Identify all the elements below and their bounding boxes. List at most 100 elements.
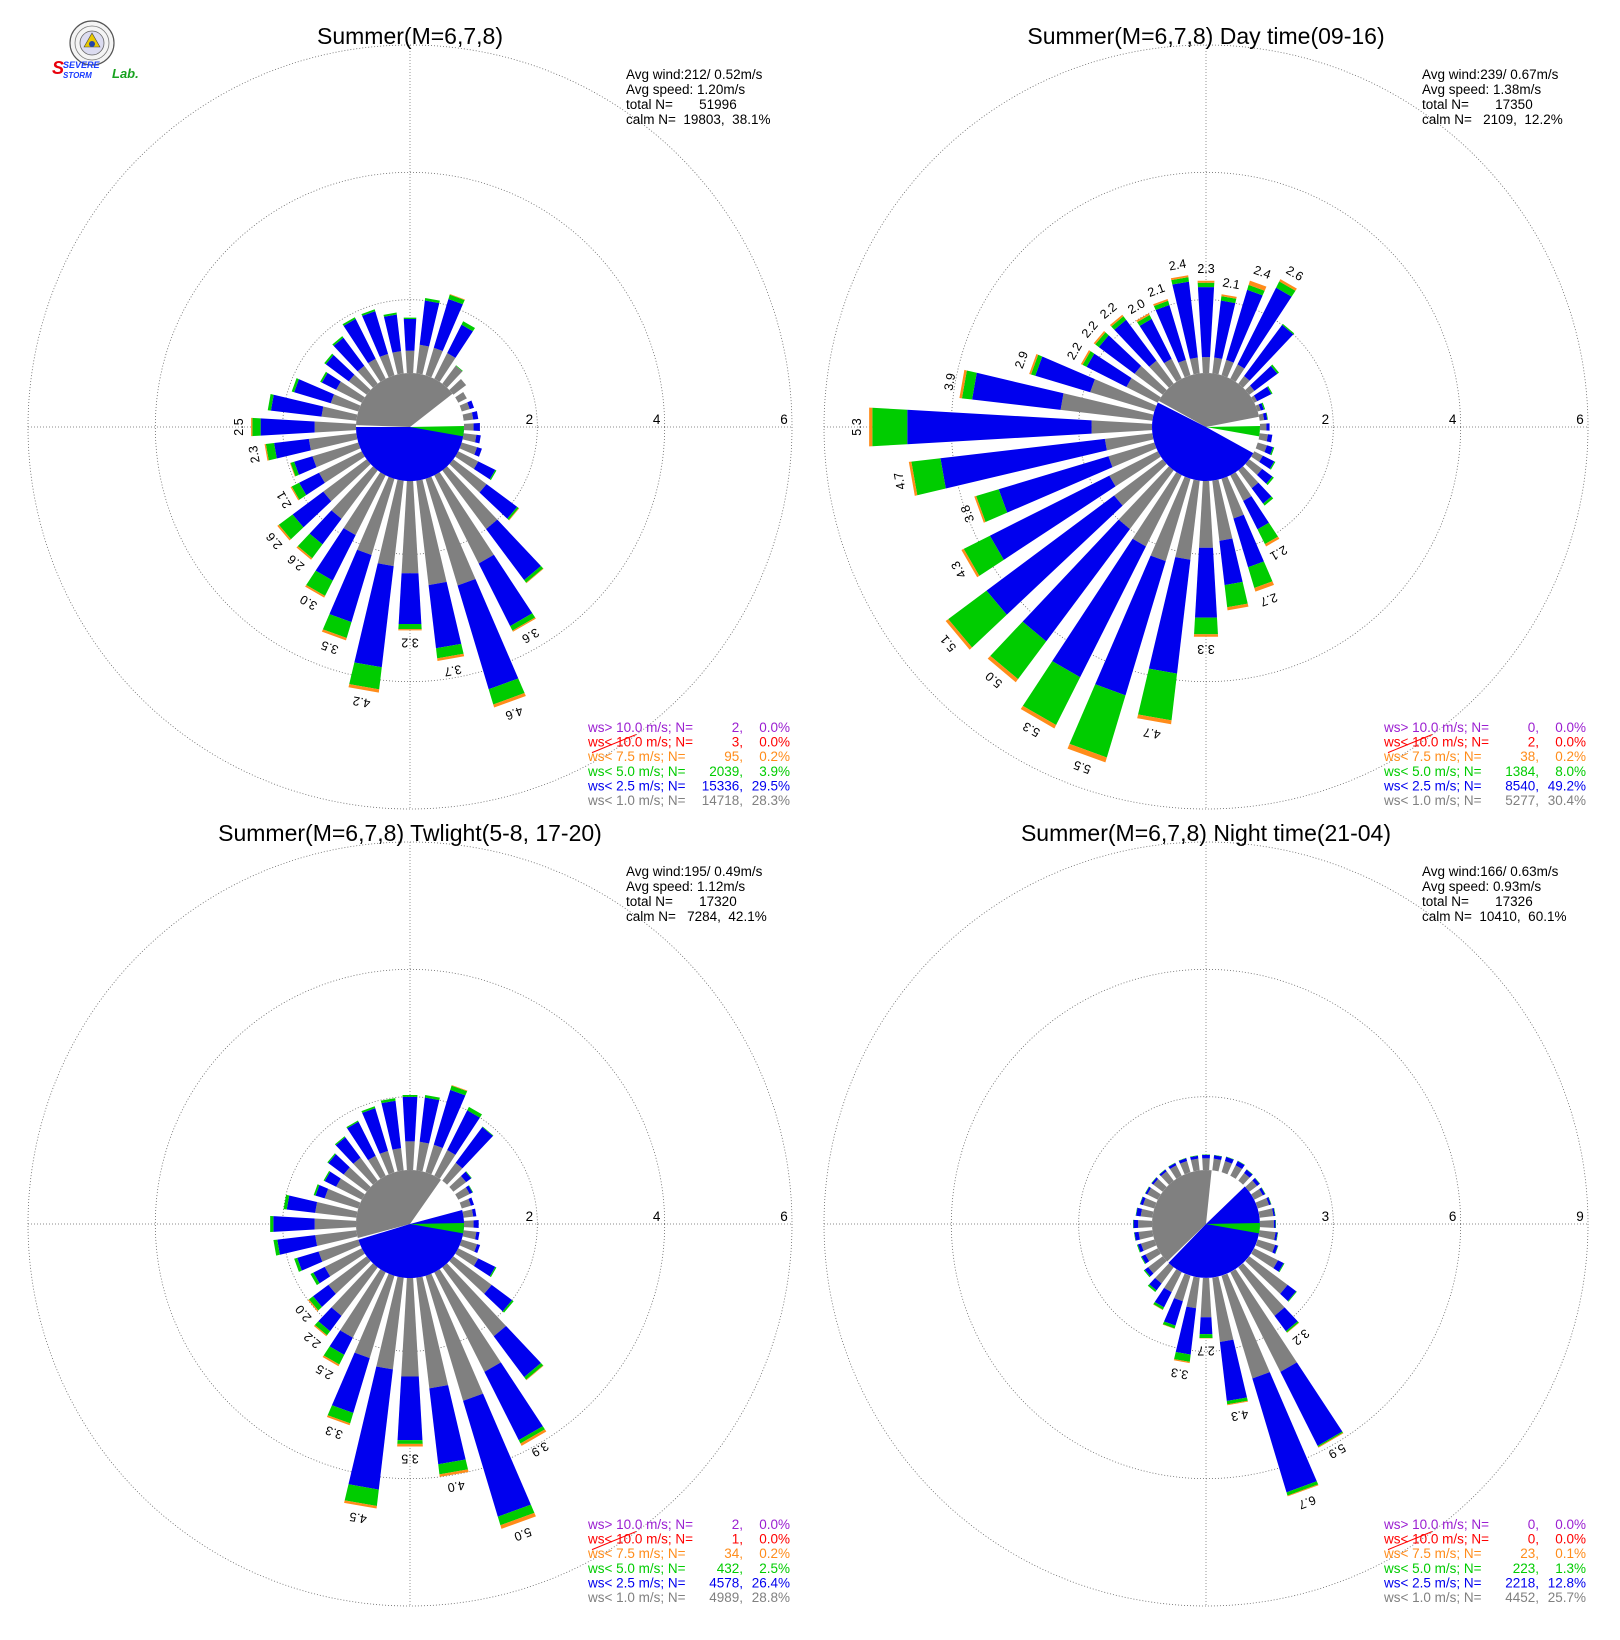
bar-value-label: 2.1 xyxy=(274,489,295,511)
sector-bar-gray xyxy=(1255,1197,1270,1209)
sector-bar-blue xyxy=(1252,1372,1317,1493)
legend-entry: ws< 2.5 m/s; N= xyxy=(1383,778,1482,793)
sector-bar-orange xyxy=(1248,280,1267,291)
sector-bar-gray xyxy=(357,476,395,556)
sector-bar-blue xyxy=(277,1235,318,1255)
sector-bar-gray xyxy=(331,1263,378,1316)
sector-bar-green xyxy=(314,1321,331,1336)
sector-bar-gray xyxy=(368,358,386,382)
sector-bar-gray xyxy=(392,351,404,375)
sector-bar-gray xyxy=(319,451,365,483)
sector-bar-gray xyxy=(1212,1158,1222,1172)
legend-count: 2, xyxy=(732,720,743,735)
avg-wind-text: Avg wind:195/ 0.49m/s xyxy=(626,864,763,879)
sector-bar-green xyxy=(267,394,274,411)
sector-bar-green xyxy=(1139,1196,1143,1205)
sector-bar-gray xyxy=(314,421,357,433)
ring-tick-label: 2 xyxy=(526,1209,534,1224)
sector-bar-gray xyxy=(368,1155,386,1179)
legend-percent: 0.2% xyxy=(759,1546,790,1561)
sector-bar-gray xyxy=(1199,480,1213,548)
logo-s: S xyxy=(52,58,64,78)
sector-bar-gray xyxy=(357,365,378,388)
sector-bar-blue xyxy=(292,491,332,528)
legend-entry: ws< 5.0 m/s; N= xyxy=(587,764,686,779)
sector-bar-orange xyxy=(526,568,544,584)
bar-value-label: 3.5 xyxy=(319,638,340,657)
sector-bar-gray xyxy=(1060,393,1154,421)
sector-bar-blue xyxy=(1151,1177,1159,1185)
sector-bar-gray xyxy=(1230,364,1245,382)
bar-value-label: 4.3 xyxy=(948,559,969,581)
sector-bar-gray xyxy=(449,459,487,493)
sector-bar-gray xyxy=(1258,413,1265,421)
sector-bar-gray xyxy=(1245,385,1255,395)
sector-bar-blue xyxy=(383,314,402,353)
sector-bar-orange xyxy=(322,1355,340,1367)
sector-bar-blue xyxy=(457,579,519,690)
sector-bar-gray xyxy=(324,1188,361,1209)
sector-bar-blue xyxy=(362,1108,389,1154)
sector-bar-green xyxy=(1095,332,1109,348)
sector-bar-blue xyxy=(474,1244,481,1253)
sector-bar-orange xyxy=(526,1365,544,1381)
legend-entry: ws< 10.0 m/s; N= xyxy=(1383,1532,1489,1547)
sector-bar-green xyxy=(1022,661,1081,726)
sector-bar-blue xyxy=(1144,1267,1154,1277)
bar-value-label: 2.1 xyxy=(1221,275,1241,292)
sector-bar-blue xyxy=(1136,1207,1142,1217)
sector-bar-orange xyxy=(449,294,465,301)
calm-sector-gray xyxy=(1158,372,1260,427)
sector-bar-blue xyxy=(1213,1155,1222,1160)
sector-bar-orange xyxy=(974,495,986,523)
legend: ws> 10.0 m/s; N= 0, 0.0% ws< 10.0 m/s; N= 2,… xyxy=(1383,720,1586,808)
sector-bar-gray xyxy=(1238,1263,1285,1316)
sector-bar-orange xyxy=(277,524,291,541)
sector-bar-blue xyxy=(1155,305,1186,363)
sector-bars: 2.32.12.4 2.62.12.73.34.75.55.35.05.14.33… xyxy=(850,257,1306,777)
sector-bar-green xyxy=(1247,284,1265,296)
avg-wind-text: Avg wind:239/ 0.67m/s xyxy=(1422,67,1559,82)
sector-bar-blue xyxy=(1280,1362,1343,1446)
sector-bar-gray xyxy=(1164,1269,1182,1293)
sector-bar-gray xyxy=(455,451,479,469)
sector-bar-gray xyxy=(353,1157,378,1185)
sector-bar-gray xyxy=(312,442,361,468)
sector-bar-blue xyxy=(1233,514,1264,568)
sector-bar-gray xyxy=(1109,451,1161,487)
bar-value-label: 5.3 xyxy=(850,418,864,435)
sector-bar-gray xyxy=(331,466,378,519)
sector-bar-orange xyxy=(1197,280,1215,283)
sector-bar-green xyxy=(465,1171,472,1179)
sector-bar-blue xyxy=(1263,412,1268,421)
sector-bar-green xyxy=(961,370,977,400)
ring-tick-label: 6 xyxy=(1449,1209,1457,1224)
legend-count: 4452, xyxy=(1505,1590,1539,1605)
sector-bar-blue xyxy=(1244,324,1294,381)
sector-bar-gray xyxy=(1200,1277,1212,1318)
sector-bar-green xyxy=(424,1095,440,1101)
legend-percent: 29.5% xyxy=(752,778,790,793)
sector-bar-green xyxy=(1224,581,1248,608)
sector-bar-blue xyxy=(471,411,479,420)
bar-value-label: 5.1 xyxy=(937,632,959,654)
sector-bar-blue xyxy=(986,495,1123,615)
sector-bar-gray xyxy=(449,1256,492,1294)
sector-bar-gray xyxy=(1230,472,1252,501)
legend-entry: ws> 10.0 m/s; N= xyxy=(587,1517,693,1532)
sector-bar-orange xyxy=(264,443,269,461)
sector-bar-blue xyxy=(328,1154,350,1175)
sector-bar-gray xyxy=(1202,1158,1210,1171)
sector-bar-green xyxy=(1269,461,1276,470)
sector-bar-blue xyxy=(1214,300,1236,359)
sector-bar-orange xyxy=(305,585,326,598)
sector-bar-green xyxy=(1285,1321,1299,1333)
sector-bar-green xyxy=(424,298,440,304)
sector-bar-blue xyxy=(260,418,315,436)
sector-bar-orange xyxy=(1193,634,1219,637)
ring-tick-label: 2 xyxy=(526,412,534,427)
sector-bar-blue xyxy=(475,1231,480,1241)
legend-entry: ws> 10.0 m/s; N= xyxy=(587,720,693,735)
sector-bar-gray xyxy=(1245,459,1263,476)
